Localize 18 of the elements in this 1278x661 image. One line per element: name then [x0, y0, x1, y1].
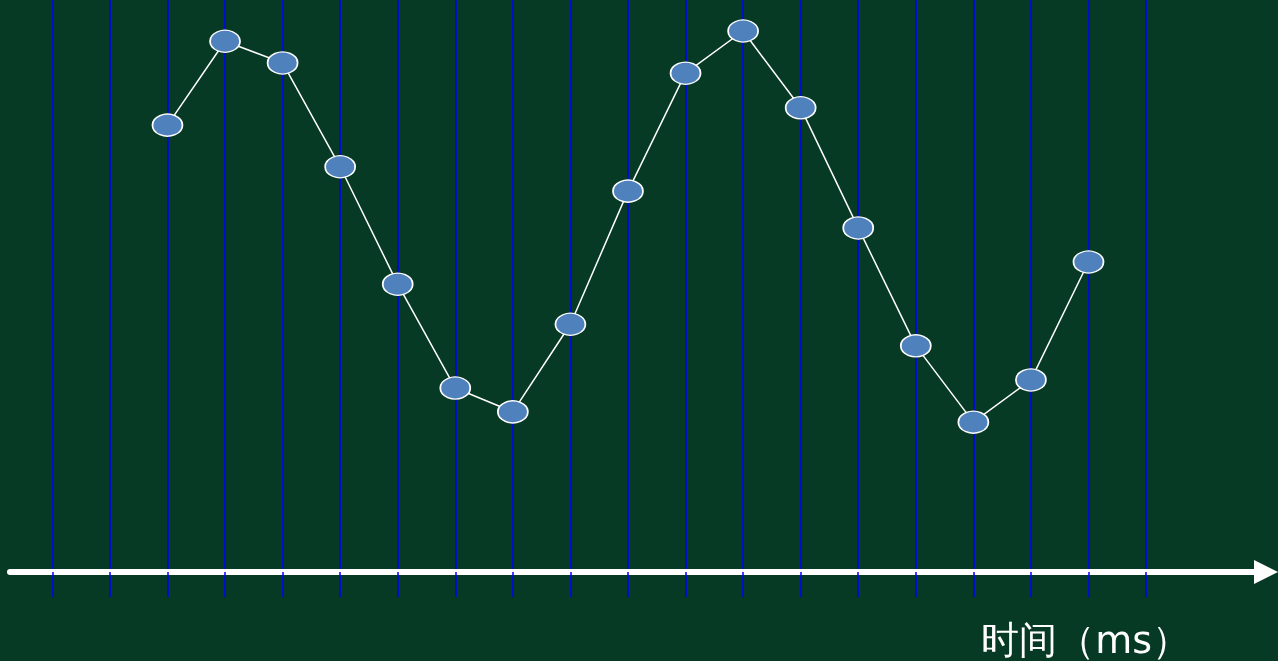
x-axis-title: 时间（ms）: [981, 618, 1191, 661]
point: [727, 19, 759, 43]
point: [151, 113, 184, 137]
point: [209, 29, 241, 54]
point: [784, 96, 817, 120]
point: [669, 61, 702, 85]
point: [266, 51, 299, 75]
point: [439, 376, 472, 400]
point: [842, 216, 874, 240]
point: [1072, 250, 1105, 274]
point: [497, 400, 529, 424]
point: [324, 155, 356, 179]
point: [554, 312, 587, 336]
point: [612, 179, 644, 203]
point: [900, 334, 932, 358]
point: [382, 272, 414, 296]
point: [1015, 368, 1047, 392]
point: [957, 410, 990, 434]
